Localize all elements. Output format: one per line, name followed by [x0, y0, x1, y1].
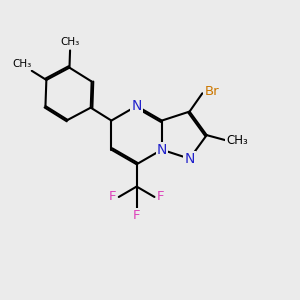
- Text: N: N: [157, 143, 167, 157]
- Text: F: F: [157, 190, 165, 203]
- Text: Br: Br: [205, 85, 219, 98]
- Text: F: F: [109, 190, 116, 203]
- Text: N: N: [184, 152, 195, 166]
- Text: CH₃: CH₃: [13, 59, 32, 69]
- Text: CH₃: CH₃: [60, 37, 80, 47]
- Text: N: N: [131, 99, 142, 113]
- Text: F: F: [133, 209, 140, 222]
- Text: CH₃: CH₃: [226, 134, 248, 147]
